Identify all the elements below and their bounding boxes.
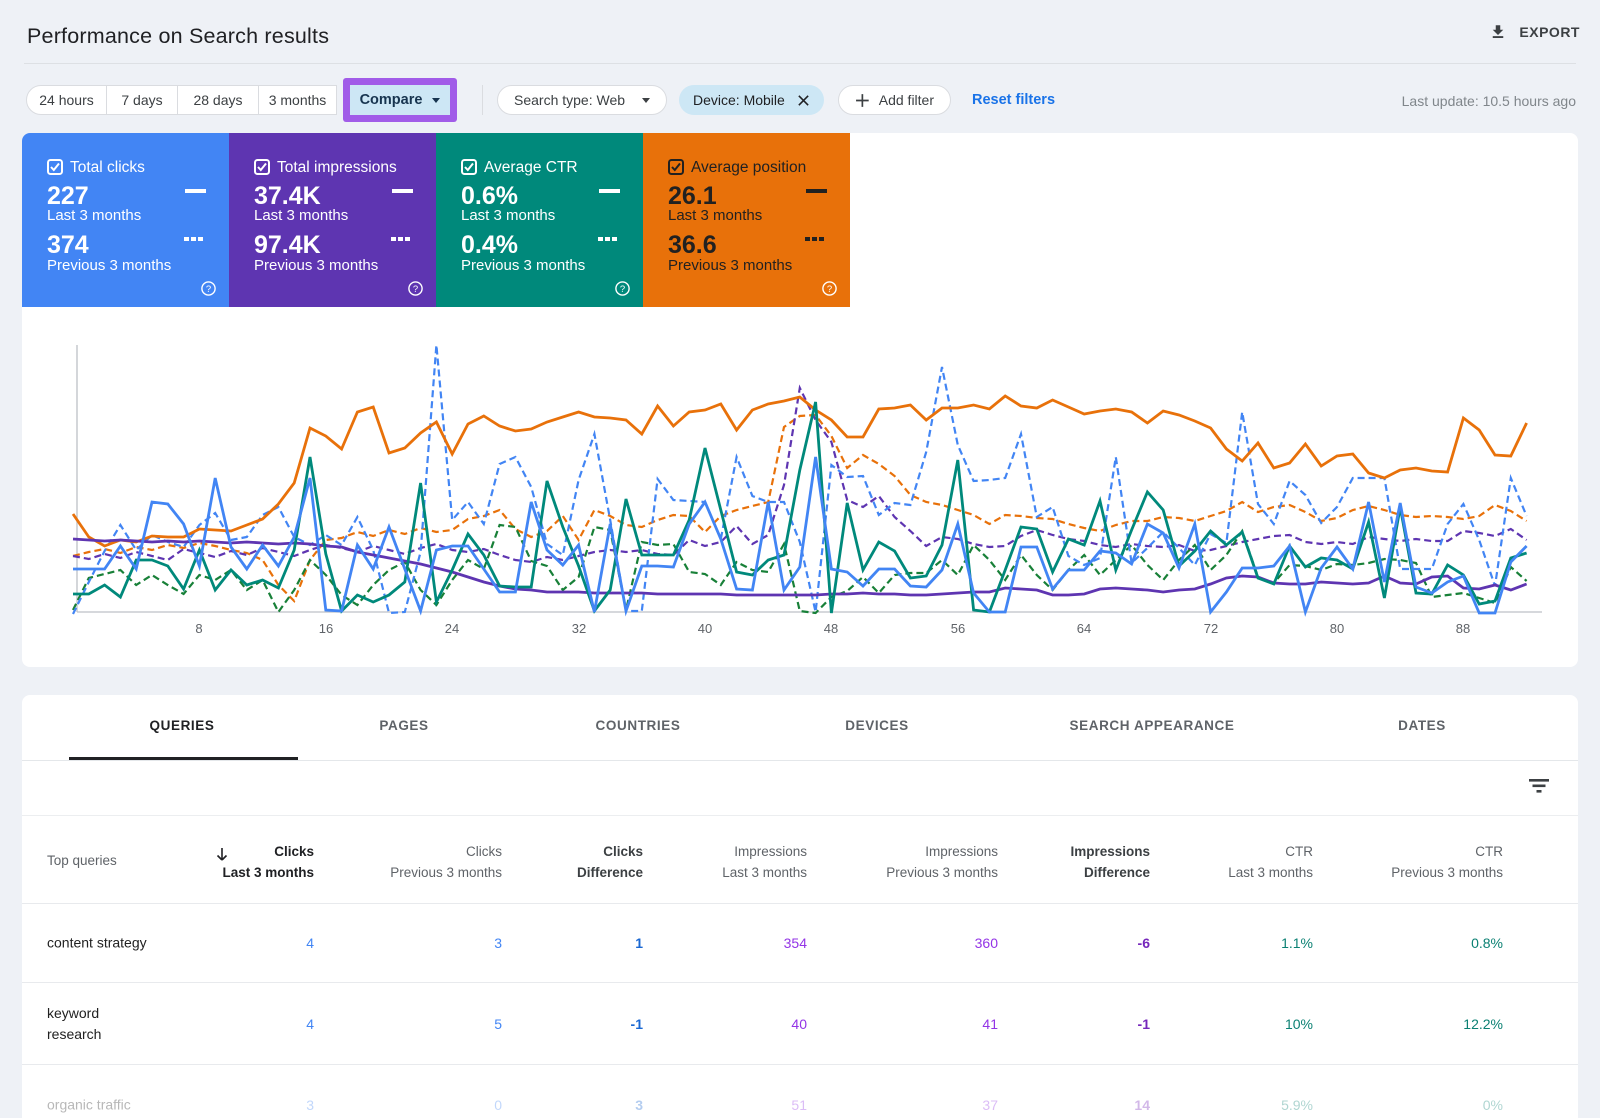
svg-text:40: 40 (698, 621, 712, 636)
svg-text:?: ? (827, 284, 832, 295)
svg-text:?: ? (413, 284, 418, 295)
svg-text:72: 72 (1204, 621, 1218, 636)
svg-text:64: 64 (1077, 621, 1091, 636)
svg-text:?: ? (620, 284, 625, 295)
svg-text:24: 24 (445, 621, 459, 636)
svg-text:?: ? (206, 284, 211, 295)
svg-text:56: 56 (951, 621, 965, 636)
svg-text:8: 8 (195, 621, 202, 636)
svg-text:16: 16 (319, 621, 333, 636)
svg-text:48: 48 (824, 621, 838, 636)
svg-text:32: 32 (572, 621, 586, 636)
svg-text:88: 88 (1456, 621, 1470, 636)
svg-text:80: 80 (1330, 621, 1344, 636)
